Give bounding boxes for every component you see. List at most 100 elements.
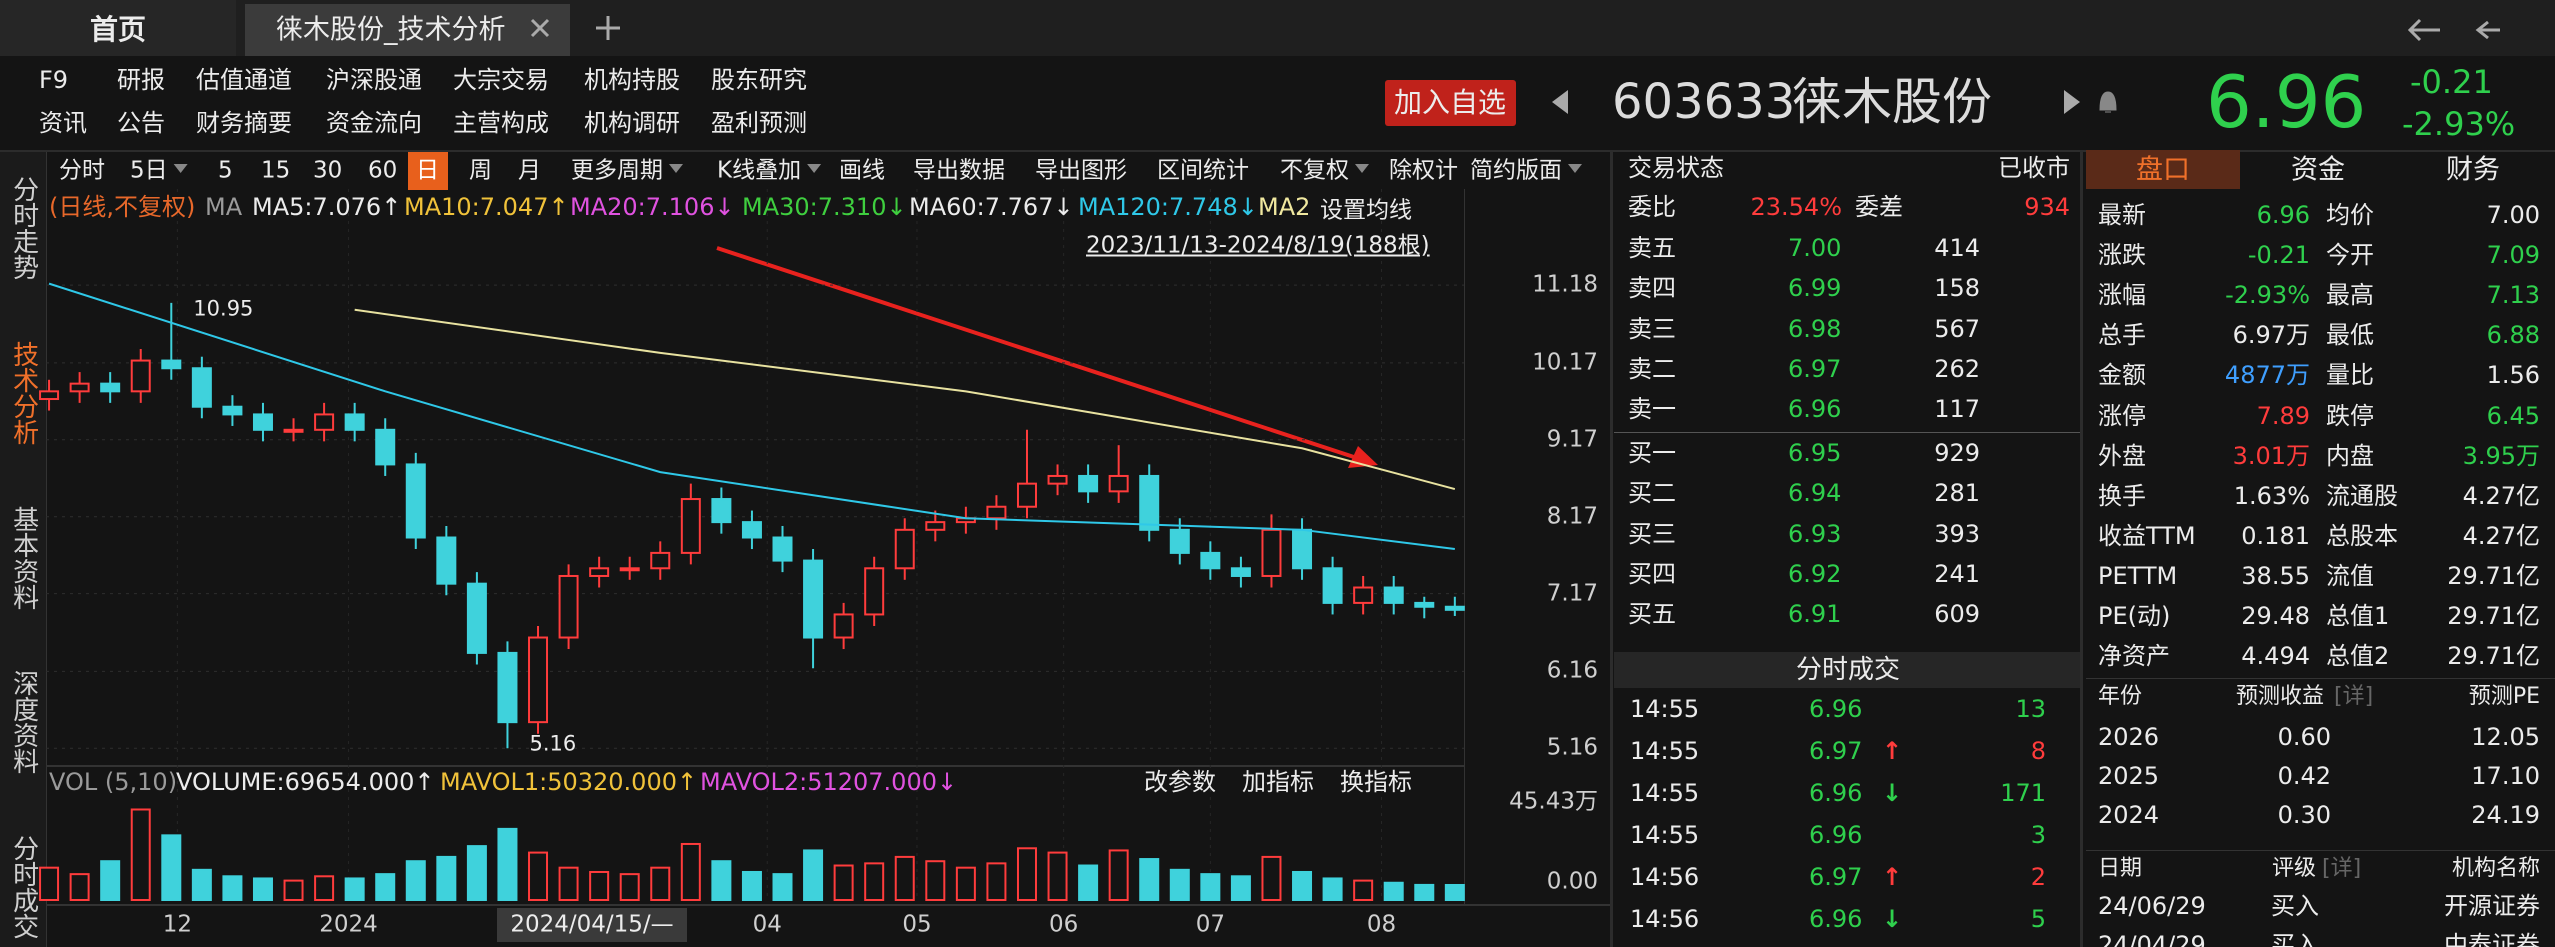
toolbar-item[interactable]: 导出图形 bbox=[1035, 157, 1127, 184]
menu-item[interactable]: 研报 bbox=[117, 66, 165, 94]
indicator-button[interactable]: 换指标 bbox=[1340, 768, 1412, 796]
quote-tab-active[interactable] bbox=[2086, 150, 2240, 189]
toolbar-item[interactable]: 简约版面 bbox=[1470, 157, 1562, 184]
trade-time: 14:56 bbox=[1630, 863, 1700, 891]
menu-item[interactable]: 公告 bbox=[117, 109, 165, 137]
quote-label: 流通股 bbox=[2326, 481, 2398, 510]
toolbar-item[interactable]: 15 bbox=[261, 157, 291, 184]
toolbar-item[interactable]: 周 bbox=[469, 157, 492, 184]
undo-icon[interactable] bbox=[2475, 20, 2500, 40]
forecast-pe: 12.05 bbox=[2471, 723, 2540, 751]
toolbar-item[interactable]: 30 bbox=[313, 157, 343, 184]
rating-detail[interactable]: [详] bbox=[2322, 856, 2362, 881]
toolbar-item[interactable]: 除权计 bbox=[1389, 157, 1458, 184]
menu-item[interactable]: 股东研究 bbox=[711, 66, 807, 94]
toolbar-item[interactable]: 60 bbox=[368, 157, 398, 184]
forecast-pe: 17.10 bbox=[2471, 762, 2540, 790]
menu-item[interactable]: 资金流向 bbox=[326, 109, 422, 137]
quote-label: 总值1 bbox=[2326, 602, 2390, 630]
quote-value: 3.01万 bbox=[2232, 441, 2310, 470]
side-nav-item[interactable]: 分时走势 bbox=[8, 176, 39, 280]
trade-price: 6.97 bbox=[1809, 737, 1863, 765]
toolbar-item[interactable]: 5 bbox=[218, 157, 233, 184]
toolbar-item[interactable]: 不复权 bbox=[1280, 157, 1349, 184]
next-stock[interactable] bbox=[2064, 90, 2080, 114]
book-volume: 929 bbox=[1934, 439, 1980, 467]
menu-item[interactable]: 主营构成 bbox=[453, 109, 549, 137]
quote-tab[interactable]: 资金 bbox=[2291, 154, 2345, 186]
indicator-button[interactable]: 加指标 bbox=[1242, 768, 1314, 796]
toolbar-item[interactable]: 月 bbox=[518, 157, 541, 184]
quote-value: 4.494 bbox=[2241, 642, 2310, 671]
rating-header: 机构名称 bbox=[2451, 856, 2540, 881]
book-volume: 158 bbox=[1934, 274, 1980, 303]
new-tab-icon[interactable] bbox=[596, 16, 620, 40]
menu-item[interactable]: 财务摘要 bbox=[196, 109, 292, 137]
toolbar-item[interactable]: 分时 bbox=[59, 157, 105, 184]
rating-grade: 买入 bbox=[2271, 892, 2319, 920]
alert-icon[interactable] bbox=[2099, 91, 2117, 113]
book-price: 6.94 bbox=[1788, 479, 1842, 508]
add-button-bg[interactable] bbox=[1385, 80, 1516, 126]
prev-stock[interactable] bbox=[1552, 90, 1568, 114]
toolbar-item[interactable]: 画线 bbox=[839, 157, 885, 184]
chart-divider bbox=[1464, 189, 1465, 905]
quote-label: 跌停 bbox=[2326, 401, 2374, 430]
forecast-year: 2024 bbox=[2098, 801, 2160, 829]
toolbar-item[interactable]: 5日 bbox=[130, 157, 168, 184]
candle-body bbox=[803, 559, 824, 639]
period-active-bg[interactable] bbox=[408, 152, 448, 190]
book-volume: 262 bbox=[1934, 354, 1980, 383]
book-price: 6.93 bbox=[1788, 519, 1842, 548]
ma-line bbox=[48, 282, 1455, 551]
trade-time: 14:55 bbox=[1630, 737, 1700, 765]
home-tab-label[interactable]: 首页 bbox=[89, 13, 147, 46]
volume-bar bbox=[558, 866, 579, 902]
volume-legend: MAVOL2:51207.000↓ bbox=[700, 768, 958, 796]
ma-settings[interactable]: 设置均线 bbox=[1320, 197, 1412, 224]
volume-bar bbox=[466, 845, 487, 901]
candle-body bbox=[1353, 586, 1374, 604]
quote-tab[interactable]: 财务 bbox=[2446, 154, 2500, 186]
volume-bar bbox=[39, 866, 60, 902]
volume-bar bbox=[803, 849, 824, 901]
toolbar-item[interactable]: 导出数据 bbox=[913, 157, 1005, 184]
menu-item[interactable]: 大宗交易 bbox=[453, 66, 549, 94]
home-tab[interactable] bbox=[0, 0, 236, 56]
active-tab-label[interactable]: 徕木股份_技术分析 bbox=[276, 14, 506, 46]
menu-item[interactable]: F9 bbox=[39, 66, 69, 94]
menu-item[interactable]: 资讯 bbox=[39, 109, 87, 137]
back-icon[interactable] bbox=[2407, 18, 2440, 42]
close-tab-icon[interactable] bbox=[530, 18, 550, 38]
side-nav-item[interactable]: 分时成交 bbox=[8, 835, 39, 939]
toolbar-item[interactable]: 日 bbox=[416, 157, 439, 184]
toolbar-item[interactable]: 更多周期 bbox=[571, 157, 663, 184]
active-tab[interactable] bbox=[245, 4, 570, 56]
menu-item[interactable]: 沪深股通 bbox=[326, 66, 422, 94]
ma-legend: MA bbox=[205, 193, 243, 221]
menu-item[interactable]: 估值通道 bbox=[196, 66, 292, 94]
candle-body bbox=[589, 567, 610, 577]
side-nav-item[interactable]: 基本资料 bbox=[8, 506, 39, 610]
toolbar-item[interactable]: 区间统计 bbox=[1157, 157, 1249, 184]
wb-label: 委比 bbox=[1628, 193, 1676, 221]
forecast-detail[interactable]: [详] bbox=[2334, 684, 2374, 709]
indicator-button[interactable]: 改参数 bbox=[1144, 768, 1216, 796]
quote-label: 净资产 bbox=[2098, 642, 2170, 671]
side-nav-item[interactable]: 技术分析 bbox=[8, 341, 39, 445]
stock-code: 603633 bbox=[1612, 74, 1796, 130]
add-watchlist[interactable]: 加入自选 bbox=[1393, 86, 1507, 119]
quote-value: 4.27亿 bbox=[2462, 521, 2540, 550]
candle-body bbox=[130, 359, 151, 393]
x-tick-label: 05 bbox=[902, 911, 932, 938]
menu-item[interactable]: 机构持股 bbox=[584, 66, 680, 94]
menu-item[interactable]: 机构调研 bbox=[584, 109, 680, 137]
toolbar-item[interactable]: K线叠加 bbox=[717, 157, 802, 184]
side-nav-item[interactable]: 深度资料 bbox=[8, 670, 39, 774]
quote-tab[interactable]: 盘口 bbox=[2136, 154, 2190, 186]
book-price: 6.96 bbox=[1788, 395, 1842, 424]
menu-item[interactable]: 盈利预测 bbox=[711, 109, 807, 137]
volume-bar bbox=[100, 860, 121, 902]
book-volume: 609 bbox=[1934, 600, 1980, 629]
volume-bar bbox=[252, 877, 273, 902]
